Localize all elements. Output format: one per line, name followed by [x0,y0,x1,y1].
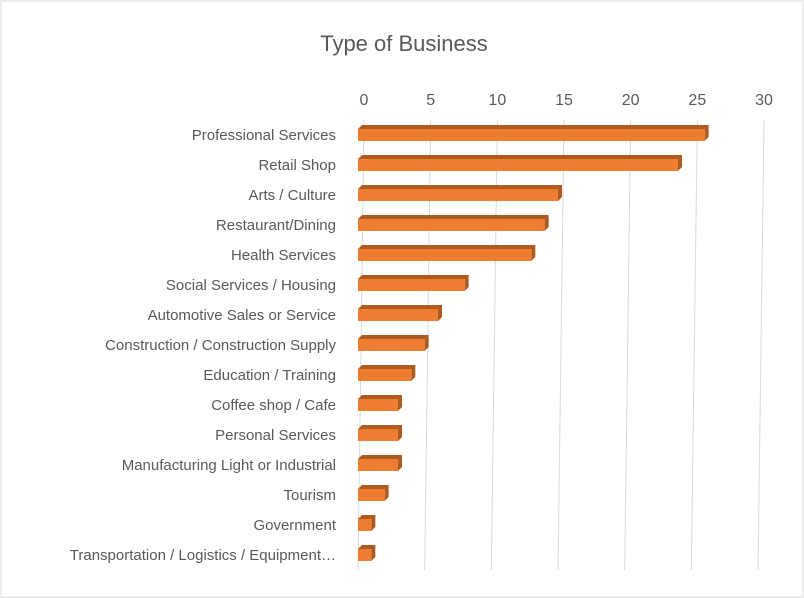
grid-line [557,119,565,571]
grid-line [624,119,632,571]
bar [358,129,705,141]
x-tick-label: 30 [755,92,773,109]
y-tick-label: Coffee shop / Cafe [211,397,336,414]
y-tick-label: Manufacturing Light or Industrial [122,457,336,474]
y-tick-label: Social Services / Housing [166,277,336,294]
bar [358,159,678,171]
y-tick-label: Tourism [283,487,336,504]
y-tick-label: Health Services [231,247,336,264]
x-tick-label: 5 [426,92,435,109]
y-tick-label: Professional Services [192,127,336,144]
y-tick-label: Education / Training [203,367,336,384]
bar [358,459,398,471]
x-tick-label: 10 [488,92,506,109]
y-tick-label: Government [253,517,336,534]
y-tick-label: Construction / Construction Supply [105,337,336,354]
bar [358,219,545,231]
x-tick-label: 15 [555,92,573,109]
bar [358,399,398,411]
bar [358,309,438,321]
bar [358,249,532,261]
x-tick-label: 25 [688,92,706,109]
bar [358,489,385,501]
y-tick-label: Retail Shop [258,157,336,174]
bar [358,369,412,381]
x-tick-label: 20 [622,92,640,109]
bar [358,519,372,531]
x-tick-label: 0 [360,92,369,109]
y-tick-label: Restaurant/Dining [216,217,336,234]
grid-line [757,119,765,571]
y-tick-label: Personal Services [215,427,336,444]
y-tick-label: Transportation / Logistics / Equipment… [70,547,336,564]
chart-title: Type of Business [320,31,488,56]
bar [358,549,372,561]
bar [358,189,558,201]
y-tick-label: Arts / Culture [248,187,336,204]
y-tick-label: Automotive Sales or Service [148,307,336,324]
bar [358,339,425,351]
bar [358,429,398,441]
grid-line [690,119,698,571]
bar [358,279,465,291]
